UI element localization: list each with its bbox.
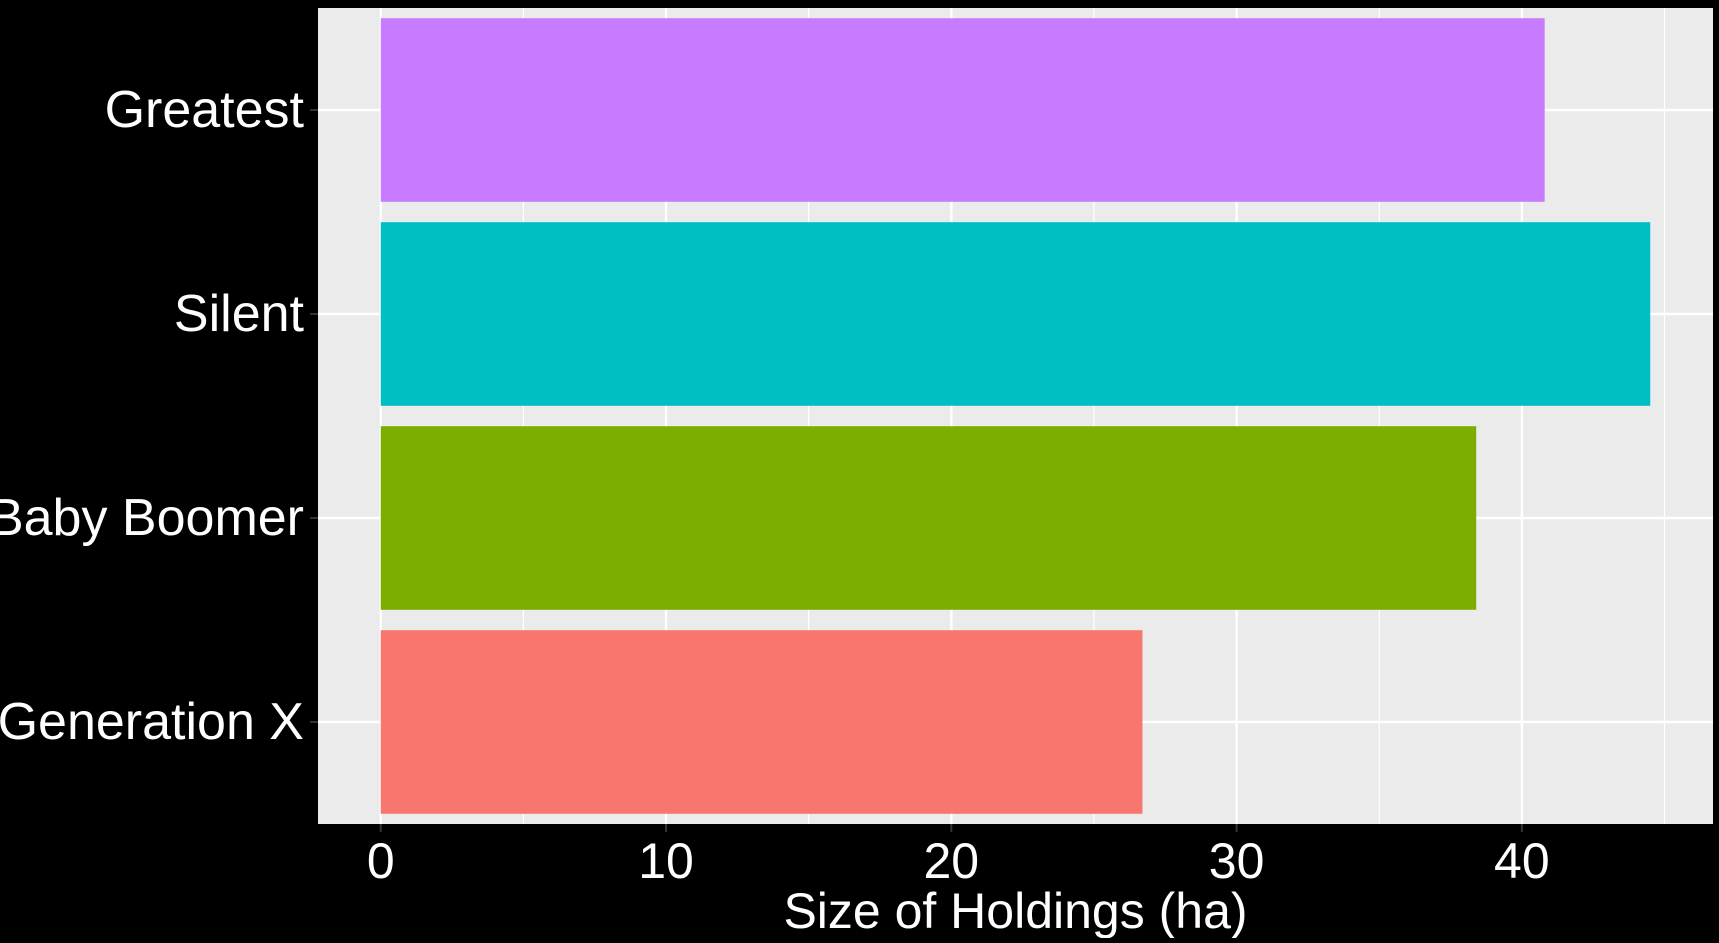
bar-greatest: [381, 18, 1545, 202]
bar-silent: [381, 222, 1650, 406]
y-tick-label: Generation X: [0, 693, 304, 751]
y-tick-label: Baby Boomer: [0, 489, 304, 547]
x-tick-label: 40: [1494, 833, 1550, 889]
bar-generation-x: [381, 630, 1143, 814]
bar-baby-boomer: [381, 426, 1476, 610]
x-axis-title: Size of Holdings (ha): [783, 883, 1247, 938]
y-tick-label: Silent: [174, 285, 305, 343]
x-tick-label: 20: [924, 833, 980, 889]
x-tick-label: 10: [638, 833, 694, 889]
y-tick-label: Greatest: [105, 81, 305, 139]
x-tick-label: 30: [1209, 833, 1265, 889]
x-tick-label: 0: [367, 833, 395, 889]
